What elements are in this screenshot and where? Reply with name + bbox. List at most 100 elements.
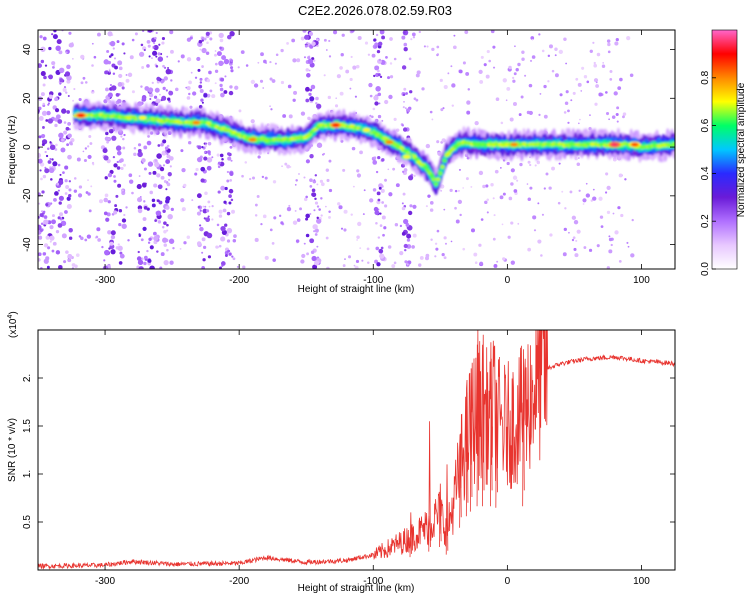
noise-point	[349, 77, 353, 82]
noise-point	[618, 259, 622, 263]
noise-band-point	[142, 217, 147, 221]
noise-point	[341, 33, 345, 37]
noise-point	[521, 57, 525, 61]
noise-band-point	[402, 127, 408, 132]
noise-point	[284, 162, 288, 166]
noise-point	[500, 121, 504, 125]
noise-point	[466, 156, 470, 160]
noise-band-point	[55, 45, 61, 51]
noise-point	[328, 215, 331, 219]
noise-point	[356, 239, 358, 241]
noise-point	[613, 91, 618, 96]
noise-point	[104, 136, 109, 141]
noise-band-point	[155, 210, 162, 216]
snr-x-tick-label: -300	[95, 576, 115, 587]
noise-point	[528, 83, 533, 88]
noise-band-point	[117, 183, 122, 188]
noise-point	[465, 177, 469, 181]
noise-point	[257, 155, 261, 159]
noise-point	[394, 223, 399, 227]
noise-band-point	[165, 68, 172, 75]
noise-band-point	[202, 258, 206, 262]
noise-point	[214, 69, 219, 73]
noise-band-point	[49, 141, 52, 144]
noise-band-point	[110, 249, 116, 255]
noise-band-point	[105, 131, 109, 136]
noise-point	[140, 238, 144, 242]
noise-band-point	[41, 190, 45, 194]
noise-point	[91, 42, 94, 45]
noise-point	[361, 259, 364, 262]
colorbar-label: Normalized spectral amplitude	[736, 82, 747, 217]
noise-band-point	[230, 59, 234, 62]
noise-band-point	[219, 87, 224, 92]
noise-band-point	[39, 35, 43, 39]
noise-point	[441, 138, 446, 143]
noise-band-point	[49, 144, 56, 151]
noise-point	[186, 235, 191, 239]
noise-point	[408, 57, 412, 61]
noise-band-point	[379, 253, 385, 259]
noise-point	[128, 179, 134, 184]
noise-point	[127, 72, 133, 77]
noise-point	[403, 101, 405, 103]
noise-band-point	[219, 266, 222, 269]
noise-band-point	[118, 209, 123, 213]
noise-point	[118, 66, 123, 71]
noise-point	[169, 260, 174, 265]
noise-point	[127, 239, 130, 242]
noise-band-point	[153, 42, 156, 45]
noise-point	[401, 202, 404, 205]
noise-band-point	[59, 212, 64, 217]
noise-point	[574, 253, 579, 258]
snr-x-tick-label: 100	[633, 576, 650, 587]
noise-band-point	[163, 221, 167, 225]
noise-band-point	[218, 60, 224, 66]
noise-band-point	[47, 160, 52, 164]
bright-spot	[192, 120, 201, 125]
noise-band-point	[102, 148, 108, 154]
noise-band-point	[165, 205, 170, 210]
noise-point	[205, 51, 210, 55]
noise-point	[565, 90, 569, 94]
noise-band-point	[120, 135, 123, 138]
noise-band-point	[223, 90, 228, 94]
spectrogram-y-axis-label: Frequency (Hz)	[7, 116, 18, 185]
noise-point	[606, 39, 611, 43]
noise-point	[592, 41, 595, 44]
noise-point	[543, 187, 546, 190]
noise-band-point	[67, 133, 72, 139]
noise-band-point	[44, 64, 48, 67]
noise-point	[450, 65, 453, 68]
noise-point	[462, 187, 464, 189]
noise-point	[300, 111, 306, 116]
noise-point	[224, 75, 227, 78]
noise-point	[188, 80, 192, 85]
noise-point	[512, 175, 518, 180]
noise-point	[582, 203, 585, 205]
noise-point	[281, 165, 283, 167]
noise-point	[443, 208, 446, 211]
noise-band-point	[374, 45, 378, 49]
noise-point	[253, 83, 259, 88]
noise-band-point	[402, 93, 406, 96]
noise-band-point	[406, 233, 412, 239]
noise-point	[528, 110, 533, 115]
noise-band-point	[309, 154, 314, 159]
noise-band-point	[199, 89, 204, 94]
noise-point	[404, 107, 407, 110]
noise-point	[614, 230, 619, 235]
noise-band-point	[110, 230, 116, 236]
noise-point	[206, 78, 211, 83]
noise-point	[512, 79, 516, 83]
noise-point	[325, 168, 330, 172]
noise-band-point	[168, 238, 175, 244]
noise-band-point	[137, 197, 143, 203]
noise-point	[240, 50, 245, 55]
noise-band-point	[408, 210, 413, 216]
noise-point	[389, 75, 394, 79]
noise-point	[515, 68, 519, 72]
noise-point	[585, 182, 588, 185]
noise-band-point	[309, 96, 315, 102]
noise-point	[231, 209, 235, 214]
